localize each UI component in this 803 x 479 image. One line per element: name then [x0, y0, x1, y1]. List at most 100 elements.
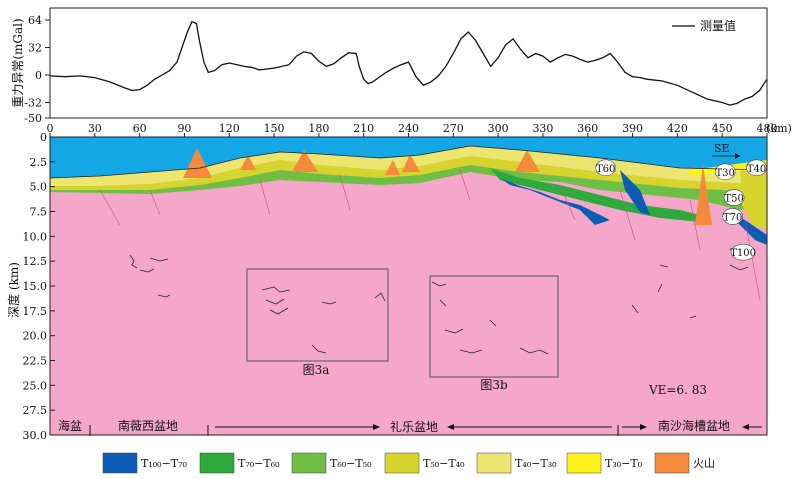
section-xtick-label: 300	[488, 122, 509, 135]
section-xtick-label: 60	[133, 122, 147, 135]
section-xtick-label: 450	[712, 122, 733, 135]
legend-swatch	[476, 452, 512, 474]
horizon-label: T100	[730, 248, 756, 259]
legend-label: T₆₀−T₅₀	[330, 457, 372, 470]
horizon-badge	[714, 163, 736, 181]
gravity-ytick-label: 64	[28, 14, 42, 27]
section-xtick-label: 30	[88, 122, 102, 135]
box-3a	[246, 268, 389, 362]
layer-t50-t40	[50, 156, 767, 192]
section-xtick-label: 480	[757, 122, 778, 135]
faults	[99, 169, 761, 301]
basin-label-4: 南沙海槽盆地	[658, 418, 730, 433]
section-ytick-label: 12.5	[23, 255, 48, 268]
legend-label: T₁₀₀−T₇₀	[141, 457, 188, 470]
gravity-ytick-label: -32	[24, 97, 42, 110]
horizon-label: T50	[724, 194, 743, 205]
section-xtick-label: 420	[667, 122, 688, 135]
se-label: SE	[714, 142, 730, 155]
gravity-yticks: 64 32 0 -32 -50	[24, 14, 50, 125]
legend-swatch	[291, 452, 327, 474]
section-xtick-label: 0	[47, 122, 54, 135]
section-xtick-label: 390	[622, 122, 643, 135]
volcano	[240, 155, 256, 170]
seafloor-line	[49, 145, 768, 179]
section-xtick-label: 240	[398, 122, 419, 135]
legend-label: T₄₀−T₃₀	[515, 457, 557, 470]
section-ytick-label: 20.0	[23, 330, 48, 343]
basin-bar: 海盆 南薇西盆地 礼乐盆地 南沙海槽盆地	[58, 418, 762, 436]
legend-label: T₃₀−T₀	[605, 457, 643, 470]
horizon-badge	[722, 208, 743, 225]
volcano	[695, 165, 712, 225]
section-ytick-label: 25.0	[23, 379, 48, 392]
horizon-label: T30	[715, 168, 734, 179]
ve-label: VE=6. 83	[648, 383, 707, 397]
legend-swatch	[102, 452, 138, 474]
section-xtick-label: 270	[443, 122, 464, 135]
layer-t70-t60	[490, 168, 700, 222]
box-3a-label: 图3a	[303, 363, 330, 377]
legend-swatch	[384, 452, 420, 474]
legend-swatch	[199, 452, 235, 474]
volcano	[385, 160, 400, 175]
basin-label-2: 南薇西盆地	[118, 418, 178, 433]
se-arrow-head	[735, 153, 740, 159]
section-ytick-label: 15.0	[23, 280, 48, 293]
section-ytick-label: 2.5	[30, 156, 48, 169]
section-xtick-label: 120	[219, 122, 240, 135]
horizon-badge	[723, 189, 745, 206]
horizon-label: T60	[596, 164, 615, 175]
gravity-ytick-label: 0	[35, 69, 42, 82]
legend-swatch	[654, 452, 690, 474]
gravity-ytick-label: -50	[24, 112, 42, 125]
section-xtick-label: 330	[532, 122, 553, 135]
section-xticks: 0 30 60 90 120 150 180 210 240 270 300 330 360 390 420…	[47, 122, 778, 137]
section-xunit: (km)	[766, 122, 792, 135]
section-ytick-label: 0	[40, 131, 47, 144]
layer-t50-t40-east	[740, 160, 767, 230]
legend: T₁₀₀−T₇₀ T₇₀−T₆₀ T₆₀−T₅₀ T₅₀−T₄₀ T₄₀−T₃₀ T₃₀−…	[102, 452, 715, 474]
section-panel: 0 30 60 90 120 150 180 210 240 270 300 330 360 390 420…	[6, 122, 792, 442]
legend-label: T₇₀−T₆₀	[238, 457, 280, 470]
gravity-ytick-label: 32	[28, 42, 42, 55]
section-ytick-label: 7.5	[30, 206, 48, 219]
section-xtick-label: 180	[308, 122, 329, 135]
horizon-badge	[595, 159, 616, 177]
box-3b-label: 图3b	[480, 378, 508, 392]
section-xtick-label: 150	[264, 122, 285, 135]
layer-t60-t50	[50, 165, 767, 210]
gravity-curve	[49, 20, 768, 106]
volcano	[402, 154, 420, 172]
basin-label-3: 礼乐盆地	[390, 419, 438, 434]
section-ytick-label: 5.0	[30, 181, 48, 194]
reflector-squiggles	[129, 254, 749, 355]
section-ytick-label: 22.5	[23, 355, 48, 368]
volcano	[183, 148, 212, 178]
basin-label-1: 海盆	[58, 418, 82, 433]
horizon-label: T40	[747, 164, 766, 175]
volcano	[515, 150, 540, 172]
volcano	[292, 150, 318, 172]
horizon-badge	[730, 243, 756, 261]
gravity-ylabel: 重力异常(mGal)	[11, 18, 25, 107]
section-ylabel: 深度 (km)	[6, 262, 21, 318]
section-ytick-label: 30.0	[23, 429, 48, 442]
section-ytick-label: 10.0	[23, 230, 48, 243]
box-3b	[429, 275, 559, 378]
horizon-label: T70	[723, 212, 742, 223]
gravity-legend-label: 测量值	[700, 18, 736, 33]
section-ytick-label: 17.5	[23, 305, 48, 318]
section-ytick-label: 27.5	[23, 404, 48, 417]
legend-label: 火山	[693, 457, 715, 470]
layer-t100-t70	[500, 170, 767, 245]
section-xtick-label: 360	[577, 122, 598, 135]
horizon-labels: T60 T30 T40 T50 T70 T100	[595, 159, 767, 261]
legend-label: T₅₀−T₄₀	[423, 457, 465, 470]
section-xtick-label: 210	[353, 122, 374, 135]
gravity-panel: 重力异常(mGal) 64 32 0 -32 -50 测量值	[11, 7, 768, 125]
section-xtick-label: 90	[177, 122, 191, 135]
section-yticks: 0 2.5 5.0 7.5 10.0 12.5 15.0 17.5 20.0 22.5 25.0 27…	[23, 131, 55, 442]
